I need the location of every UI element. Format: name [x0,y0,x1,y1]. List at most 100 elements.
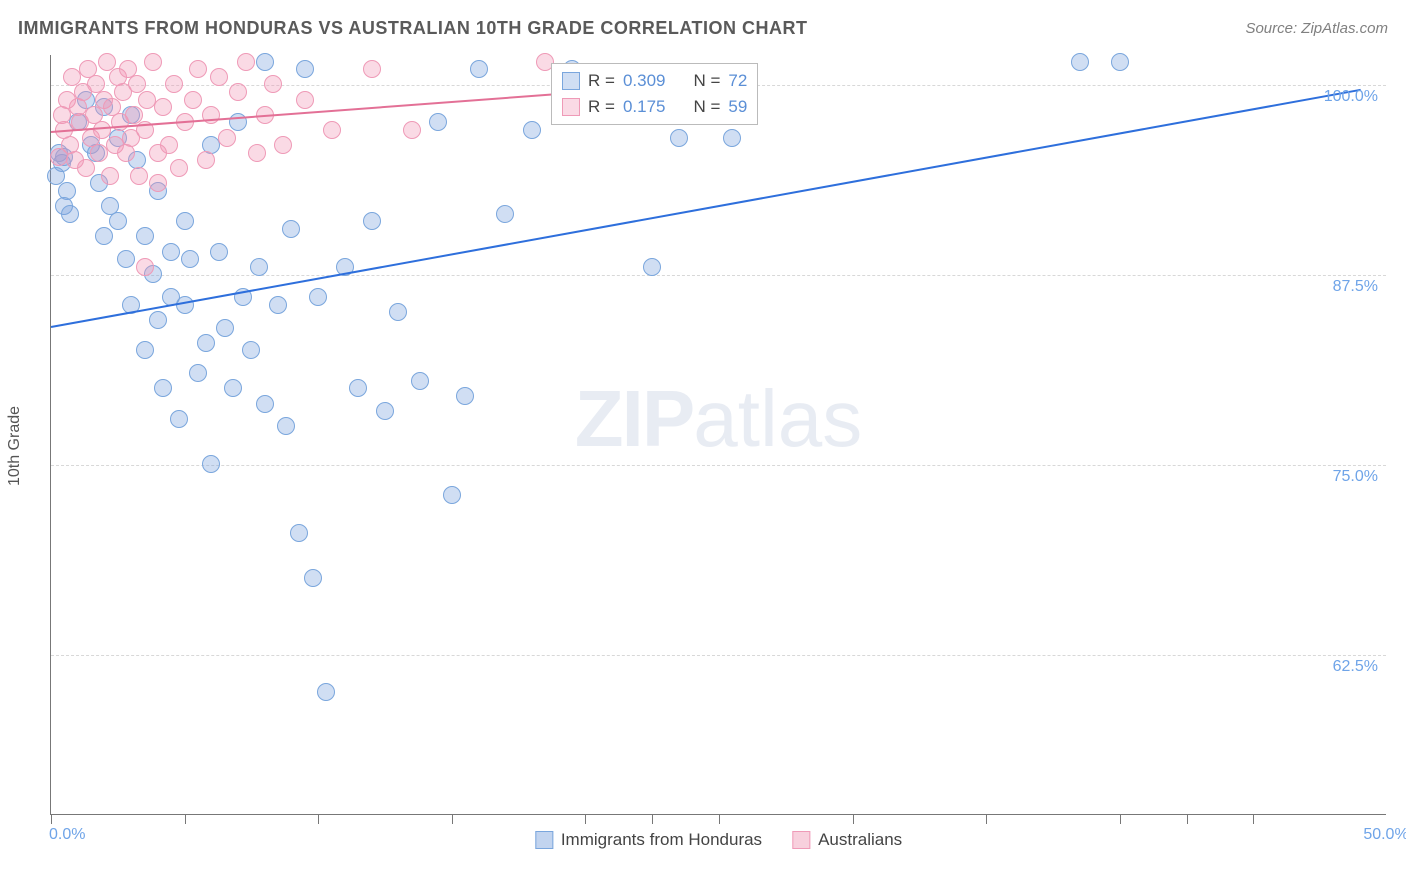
data-point [162,243,180,261]
data-point [160,136,178,154]
data-point [248,144,266,162]
data-point [670,129,688,147]
data-point [264,75,282,93]
data-point [269,296,287,314]
data-point [101,167,119,185]
x-tick [185,814,186,824]
data-point [149,311,167,329]
data-point [176,212,194,230]
data-point [296,60,314,78]
data-point [130,167,148,185]
data-point [274,136,292,154]
gridline [51,465,1386,466]
data-point [411,372,429,390]
data-point [210,243,228,261]
stats-legend: R =0.309N =72R =0.175N =59 [551,63,758,125]
gridline [51,275,1386,276]
data-point [210,68,228,86]
plot-area: ZIPatlas R =0.309N =72R =0.175N =59 Immi… [50,55,1386,815]
data-point [1071,53,1089,71]
x-axis-min: 0.0% [49,826,85,844]
data-point [136,258,154,276]
legend-swatch [535,831,553,849]
data-point [256,395,274,413]
x-tick [452,814,453,824]
x-tick [1187,814,1188,824]
data-point [304,569,322,587]
data-point [189,364,207,382]
y-tick-label: 87.5% [1333,278,1378,296]
watermark-bold: ZIP [575,374,693,463]
data-point [229,83,247,101]
legend-row: R = 0.175 N = 59 [562,94,747,120]
legend-item: Immigrants from Honduras [535,830,762,850]
y-tick-label: 62.5% [1333,658,1378,676]
x-tick [986,814,987,824]
data-point [256,53,274,71]
data-point [218,129,236,147]
source-label: Source: ZipAtlas.com [1245,20,1388,37]
data-point [523,121,541,139]
data-point [349,379,367,397]
data-point [290,524,308,542]
data-point [117,250,135,268]
legend-row: R =0.309N =72 [562,68,747,94]
data-point [170,410,188,428]
legend-label: Australians [818,830,902,850]
legend-n-label: N = [693,68,720,94]
legend-r-value: 0.309 [623,68,666,94]
y-tick-label: 100.0% [1324,88,1378,106]
data-point [170,159,188,177]
gridline [51,655,1386,656]
data-point [242,341,260,359]
data-point [149,174,167,192]
data-point [136,227,154,245]
data-point [224,379,242,397]
legend-n-label: N = [693,94,720,120]
legend-swatch [562,72,580,90]
x-tick [853,814,854,824]
data-point [456,387,474,405]
data-point [165,75,183,93]
data-point [496,205,514,223]
data-point [317,683,335,701]
data-point [282,220,300,238]
data-point [95,227,113,245]
data-point [181,250,199,268]
data-point [376,402,394,420]
data-point [403,121,421,139]
legend-item: Australians [792,830,902,850]
legend-r-value: 0.175 [623,94,666,120]
data-point [197,334,215,352]
data-point [197,151,215,169]
data-point [47,167,65,185]
legend-label: Immigrants from Honduras [561,830,762,850]
x-tick [585,814,586,824]
data-point [470,60,488,78]
data-point [237,53,255,71]
legend-n-value: 59 [728,94,747,120]
data-point [109,212,127,230]
data-point [154,379,172,397]
x-tick [318,814,319,824]
x-tick [1253,814,1254,824]
data-point [202,455,220,473]
data-point [363,212,381,230]
x-tick [719,814,720,824]
data-point [216,319,234,337]
data-point [723,129,741,147]
legend-swatch [792,831,810,849]
data-point [443,486,461,504]
series-legend: Immigrants from Honduras Australians [535,830,902,850]
data-point [309,288,327,306]
data-point [136,341,154,359]
legend-r-label: R = [588,94,615,120]
watermark-rest: atlas [693,374,862,463]
data-point [61,205,79,223]
data-point [144,53,162,71]
data-point [77,159,95,177]
legend-swatch [562,98,580,116]
data-point [323,121,341,139]
data-point [184,91,202,109]
data-point [643,258,661,276]
